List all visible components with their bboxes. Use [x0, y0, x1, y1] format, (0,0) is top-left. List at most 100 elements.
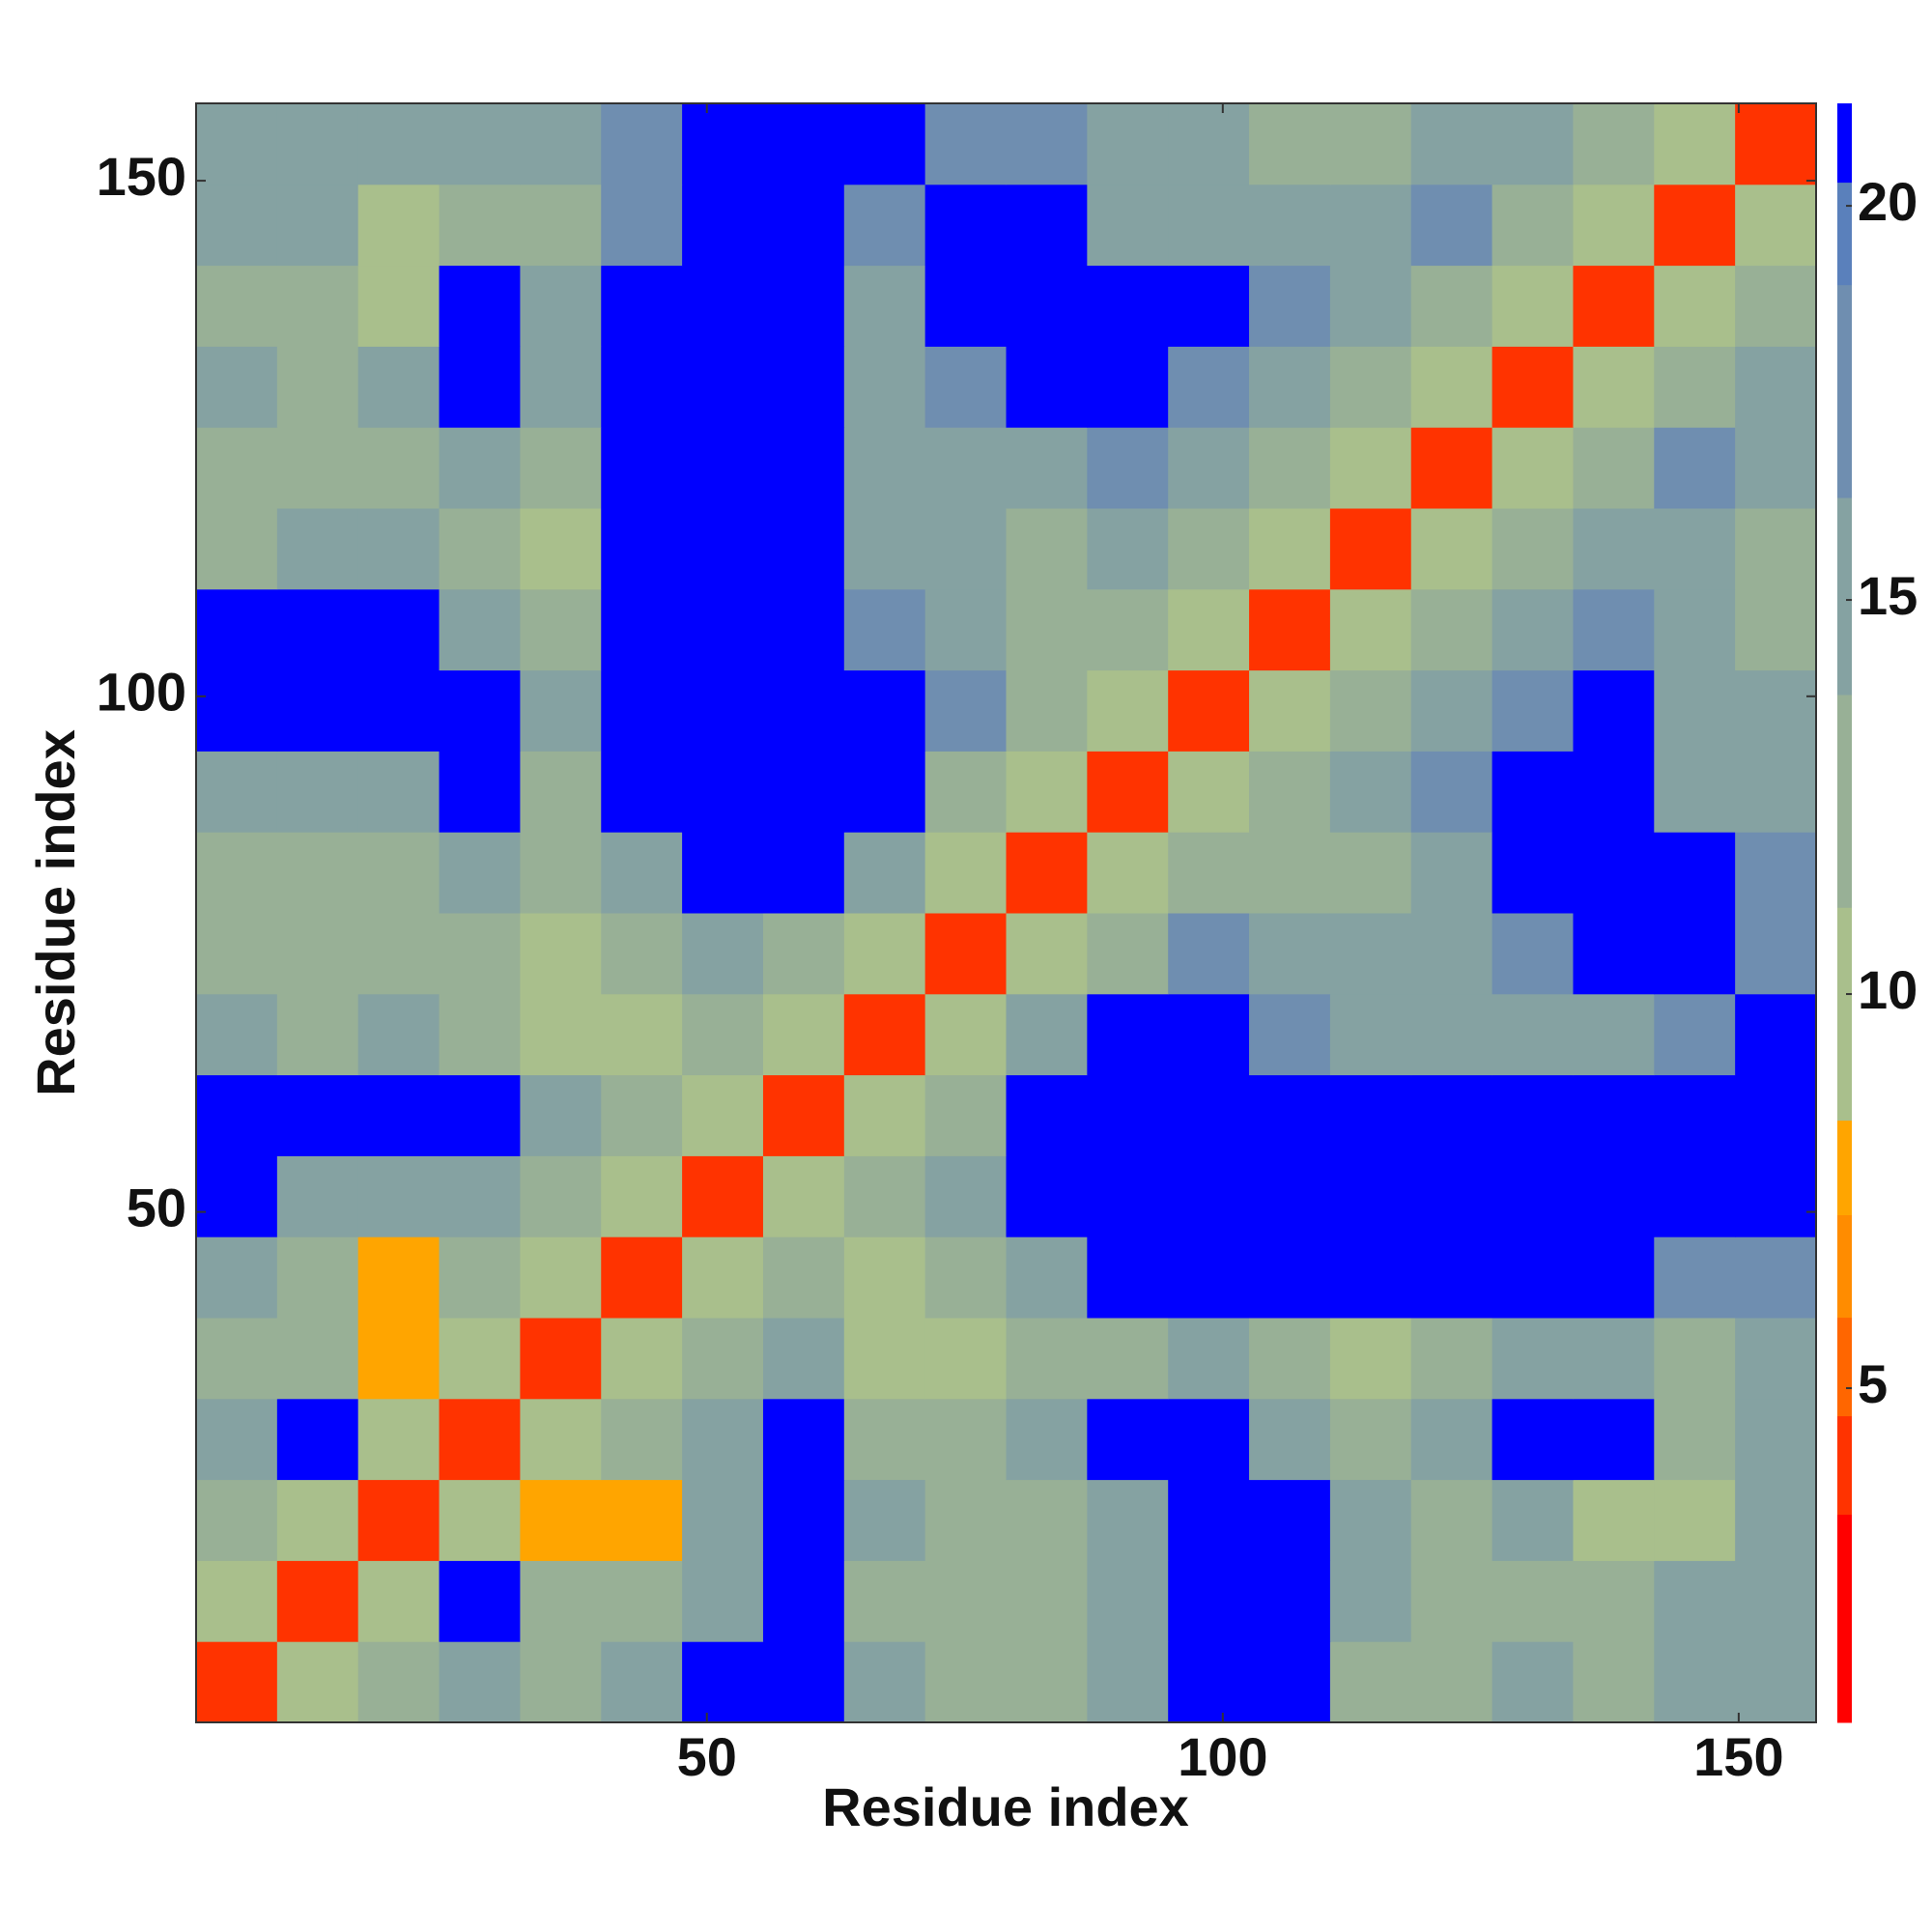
heatmap-cell	[1329, 913, 1412, 995]
heatmap-cell	[357, 1641, 440, 1723]
heatmap-cell	[682, 427, 764, 509]
heatmap-cell	[1573, 832, 1655, 914]
heatmap-cell	[924, 588, 1007, 671]
heatmap-cell	[1249, 1236, 1331, 1319]
heatmap-cell	[1410, 103, 1493, 185]
heatmap-cell	[439, 832, 521, 914]
heatmap-cell	[196, 1479, 278, 1561]
heatmap-cell	[1168, 832, 1250, 914]
heatmap-cell	[843, 832, 926, 914]
heatmap-cell	[601, 1398, 683, 1481]
heatmap-cell	[1006, 1236, 1088, 1319]
heatmap-cell	[1249, 669, 1331, 752]
heatmap-cell	[1329, 751, 1412, 833]
heatmap-cell	[276, 265, 359, 347]
heatmap-cell	[843, 751, 926, 833]
heatmap-cell	[1410, 1155, 1493, 1237]
heatmap-cell	[682, 1479, 764, 1561]
heatmap-cell	[601, 1479, 683, 1561]
heatmap-cell	[1168, 265, 1250, 347]
heatmap-cell	[762, 669, 845, 752]
heatmap-cell	[924, 832, 1007, 914]
colorbar-band	[1837, 1317, 1852, 1417]
heatmap-cell	[1735, 588, 1817, 671]
heatmap-cell	[1654, 265, 1736, 347]
heatmap-cell	[601, 832, 683, 914]
heatmap-cell	[439, 346, 521, 428]
heatmap-cell	[439, 1155, 521, 1237]
heatmap-cell	[601, 265, 683, 347]
heatmap-cell	[1249, 427, 1331, 509]
heatmap-cell	[1087, 751, 1169, 833]
heatmap-cell	[520, 993, 602, 1076]
heatmap-cell	[924, 184, 1007, 267]
heatmap-cell	[1249, 993, 1331, 1076]
heatmap-cell	[682, 751, 764, 833]
heatmap-cell	[1654, 427, 1736, 509]
colorbar-band	[1837, 1415, 1852, 1516]
heatmap-cell	[1249, 1155, 1331, 1237]
heatmap-cell	[1735, 1641, 1817, 1723]
heatmap-cell	[1168, 1479, 1250, 1561]
heatmap-cell	[1410, 993, 1493, 1076]
heatmap-cell	[196, 1236, 278, 1319]
heatmap-cell	[843, 427, 926, 509]
heatmap-cell	[1492, 993, 1574, 1076]
heatmap-cell	[762, 751, 845, 833]
heatmap-cell	[1573, 1560, 1655, 1642]
heatmap-cell	[276, 913, 359, 995]
heatmap-cell	[276, 346, 359, 428]
heatmap-cell	[1006, 265, 1088, 347]
heatmap-cell	[1654, 669, 1736, 752]
heatmap-cell	[439, 993, 521, 1076]
heatmap-cell	[924, 1641, 1007, 1723]
heatmap-cell	[682, 913, 764, 995]
x-tick-label: 150	[1693, 1726, 1783, 1787]
colorbar-band	[1837, 1214, 1852, 1319]
heatmap-cell	[520, 1074, 602, 1156]
heatmap-cell	[1735, 1074, 1817, 1156]
heatmap-cell	[1168, 1318, 1250, 1400]
heatmap-cell	[357, 669, 440, 752]
heatmap-cell	[1006, 751, 1088, 833]
heatmap-cell	[1573, 1318, 1655, 1400]
heatmap-cell	[682, 1155, 764, 1237]
heatmap-cell	[439, 1318, 521, 1400]
heatmap-cell	[601, 669, 683, 752]
heatmap-cell	[1735, 751, 1817, 833]
heatmap-cell	[682, 1236, 764, 1319]
heatmap-cell	[1168, 913, 1250, 995]
heatmap-cell	[762, 588, 845, 671]
heatmap-cell	[1492, 588, 1574, 671]
heatmap-cell	[520, 1155, 602, 1237]
heatmap-cell	[1329, 1560, 1412, 1642]
heatmap-cell	[1492, 669, 1574, 752]
heatmap-cell	[1410, 751, 1493, 833]
heatmap-cell	[439, 1074, 521, 1156]
heatmap-cell	[1735, 1560, 1817, 1642]
colorbar-band	[1837, 1514, 1852, 1723]
heatmap-cell	[1249, 103, 1331, 185]
heatmap-cell	[276, 184, 359, 267]
heatmap-cell	[1087, 103, 1169, 185]
heatmap-cell	[1087, 184, 1169, 267]
colorbar-tick-label: 10	[1858, 959, 1918, 1020]
heatmap-cell	[439, 751, 521, 833]
heatmap-cell	[762, 832, 845, 914]
heatmap-cell	[196, 588, 278, 671]
heatmap-cell	[1654, 913, 1736, 995]
heatmap-cell	[1249, 1641, 1331, 1723]
heatmap-cell	[1654, 508, 1736, 590]
heatmap-cell	[439, 1398, 521, 1481]
heatmap-cell	[439, 427, 521, 509]
heatmap	[196, 103, 1817, 1723]
heatmap-cell	[1329, 346, 1412, 428]
heatmap-cell	[924, 669, 1007, 752]
heatmap-cell	[601, 588, 683, 671]
heatmap-cell	[1492, 1641, 1574, 1723]
heatmap-cell	[357, 588, 440, 671]
heatmap-cell	[924, 993, 1007, 1076]
heatmap-cell	[1249, 751, 1331, 833]
heatmap-cell	[762, 265, 845, 347]
heatmap-cell	[1329, 993, 1412, 1076]
